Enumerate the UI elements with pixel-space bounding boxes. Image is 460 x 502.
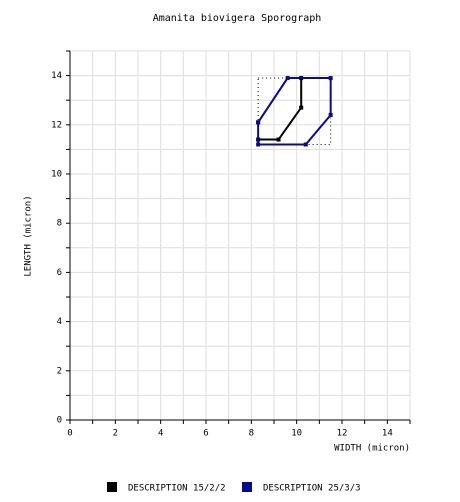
point-marker xyxy=(328,112,333,117)
y-tick-label: 6 xyxy=(57,268,62,278)
legend-swatch xyxy=(242,482,252,492)
point-marker xyxy=(303,142,308,147)
y-tick-label: 10 xyxy=(51,170,62,180)
y-tick-label: 8 xyxy=(57,219,62,229)
point-marker xyxy=(276,137,281,142)
x-tick-label: 12 xyxy=(337,429,348,439)
x-tick-label: 14 xyxy=(382,429,393,439)
x-axis-label: WIDTH (micron) xyxy=(334,444,410,454)
x-tick-label: 2 xyxy=(113,429,118,439)
point-marker xyxy=(256,142,261,147)
y-tick-label: 0 xyxy=(57,416,62,426)
x-tick-label: 0 xyxy=(67,429,72,439)
legend-label: DESCRIPTION 25/3/3 xyxy=(263,484,361,494)
point-marker xyxy=(256,120,261,125)
x-tick-label: 6 xyxy=(203,429,208,439)
y-tick-label: 2 xyxy=(57,366,62,376)
point-marker xyxy=(285,76,290,81)
y-tick-label: 4 xyxy=(57,317,62,327)
point-marker xyxy=(328,76,333,81)
y-tick-label: 14 xyxy=(51,71,62,81)
point-marker xyxy=(299,105,304,110)
chart-title: Amanita biovigera Sporograph xyxy=(153,13,322,24)
x-tick-label: 10 xyxy=(291,429,302,439)
series-line xyxy=(258,78,303,141)
x-tick-label: 8 xyxy=(249,429,254,439)
legend-swatch xyxy=(107,482,117,492)
y-tick-label: 12 xyxy=(51,120,62,130)
y-axis-label: LENGTH (micron) xyxy=(24,195,34,276)
x-tick-label: 4 xyxy=(158,429,163,439)
legend-label: DESCRIPTION 15/2/2 xyxy=(128,484,226,494)
